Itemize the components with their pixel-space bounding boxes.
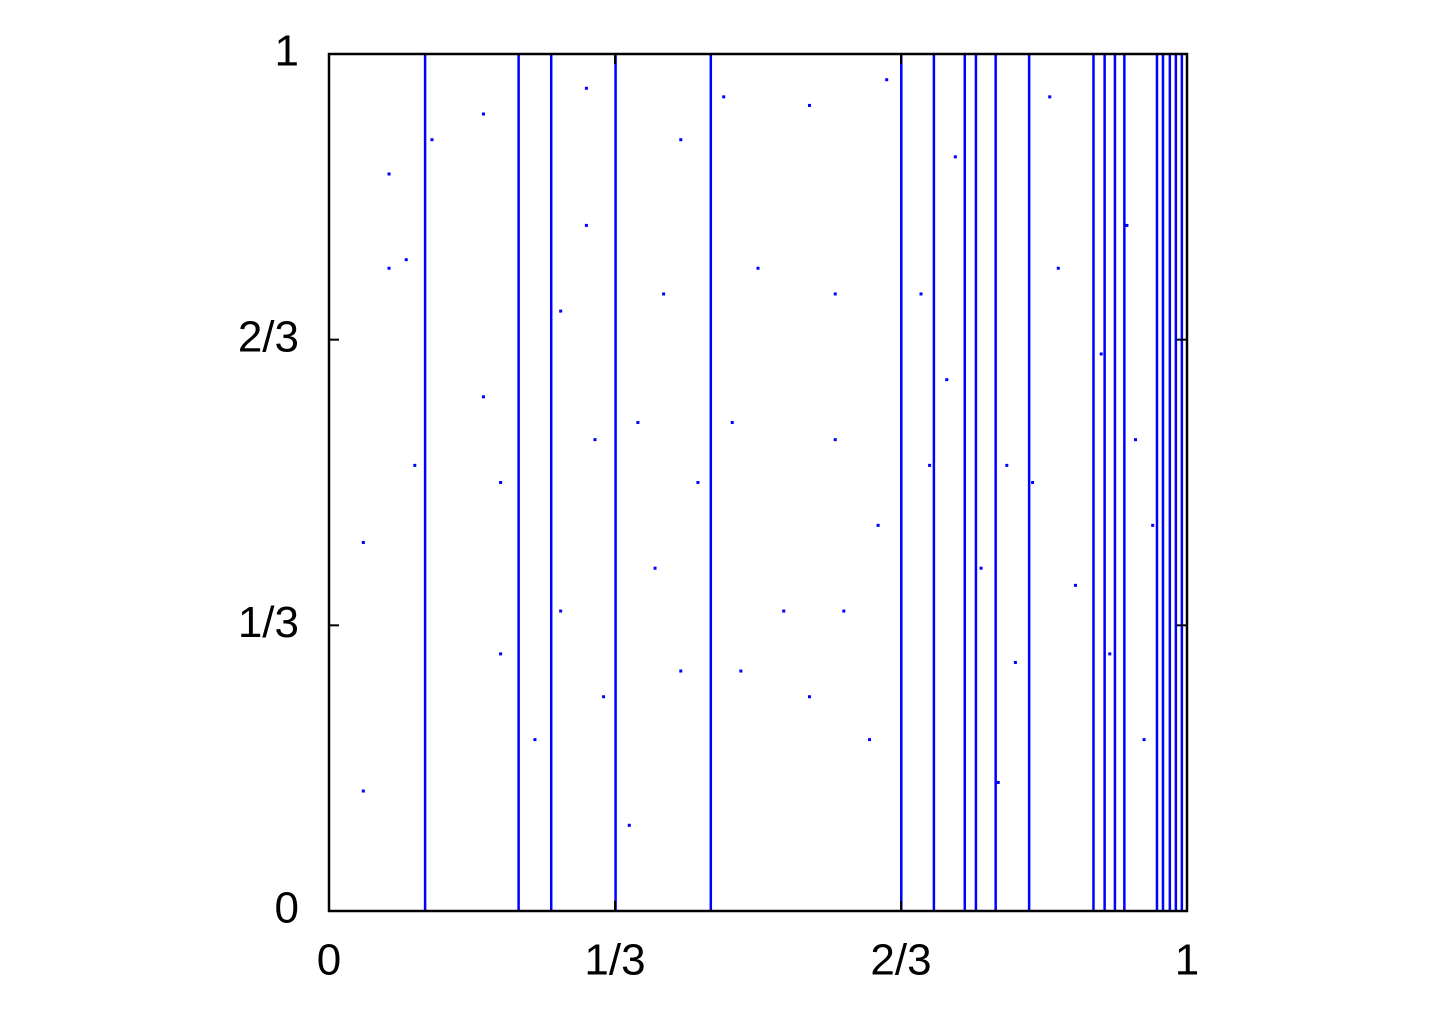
point <box>1056 266 1060 270</box>
point <box>833 438 837 442</box>
point <box>361 540 365 544</box>
plot-frame <box>327 52 1189 913</box>
point <box>481 395 485 399</box>
point <box>404 258 408 262</box>
y-tick-label: 1 <box>275 27 299 76</box>
x-tick-label: 1/3 <box>584 936 645 985</box>
x-tick-label: 2/3 <box>870 936 931 985</box>
point <box>919 292 923 296</box>
x-tick-label: 0 <box>317 936 341 985</box>
point <box>739 669 743 673</box>
point <box>1125 223 1129 227</box>
point <box>499 652 503 656</box>
point <box>1142 738 1146 742</box>
point <box>559 609 563 613</box>
point <box>868 738 872 742</box>
point <box>928 463 932 467</box>
point <box>1005 463 1009 467</box>
point <box>653 566 657 570</box>
point <box>807 103 811 107</box>
point <box>953 155 957 159</box>
point <box>885 78 889 82</box>
point <box>499 481 503 484</box>
point <box>807 695 811 699</box>
point <box>722 95 726 99</box>
point <box>782 609 786 613</box>
point <box>533 738 537 742</box>
point <box>1048 95 1052 99</box>
point <box>1151 523 1155 527</box>
point <box>387 266 391 270</box>
point <box>1013 660 1017 664</box>
point <box>1073 583 1077 587</box>
point <box>696 481 700 484</box>
x-tick-label: 1 <box>1175 936 1199 985</box>
y-tick-label: 1/3 <box>238 598 299 647</box>
point <box>679 669 683 673</box>
point <box>584 223 588 227</box>
point <box>842 609 846 613</box>
point <box>559 309 563 313</box>
point <box>730 421 734 425</box>
point <box>1108 652 1112 656</box>
point <box>979 566 983 570</box>
point <box>602 695 606 699</box>
point <box>636 421 640 425</box>
point <box>387 172 391 176</box>
point <box>1031 481 1035 484</box>
y-tick-label: 0 <box>275 884 299 933</box>
point <box>361 789 365 793</box>
point <box>430 138 434 142</box>
point <box>1099 352 1103 356</box>
point <box>996 780 1000 784</box>
point <box>756 266 760 270</box>
y-tick-label: 2/3 <box>238 312 299 361</box>
point <box>679 138 683 142</box>
point <box>627 823 631 827</box>
point <box>481 112 485 116</box>
point <box>945 378 949 382</box>
point <box>413 463 417 467</box>
point <box>584 86 588 90</box>
point <box>662 292 666 296</box>
point <box>876 523 880 527</box>
point <box>593 438 597 442</box>
point <box>833 292 837 296</box>
point <box>1134 438 1138 442</box>
